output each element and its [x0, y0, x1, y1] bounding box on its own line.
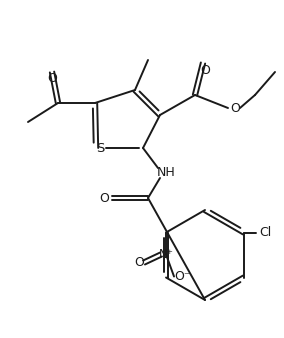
Text: O: O: [47, 72, 57, 86]
Text: NH: NH: [156, 167, 176, 179]
Text: O: O: [99, 192, 109, 204]
Text: S: S: [96, 142, 104, 154]
Text: N⁺: N⁺: [158, 248, 174, 261]
Text: Cl: Cl: [259, 226, 271, 239]
Text: O: O: [134, 256, 144, 269]
Text: O: O: [230, 101, 240, 115]
Text: O⁻: O⁻: [174, 270, 190, 283]
Text: O: O: [200, 64, 210, 76]
